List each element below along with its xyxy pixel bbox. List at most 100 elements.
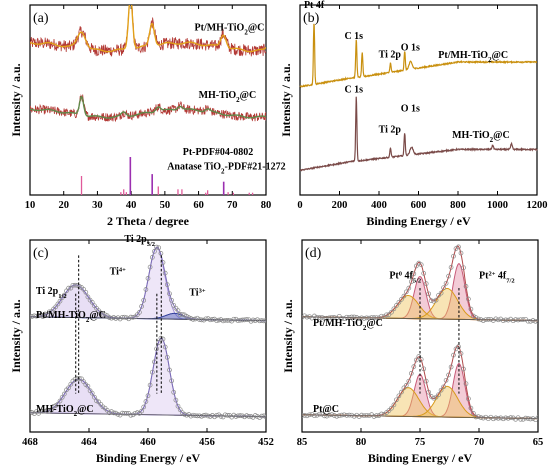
x-tick-label-d: 85 xyxy=(297,437,308,448)
data-point xyxy=(436,392,441,398)
data-point xyxy=(164,282,170,287)
data-point xyxy=(190,412,196,418)
data-point xyxy=(351,413,357,419)
x-tick-label-c: 464 xyxy=(81,437,98,448)
data-point xyxy=(261,413,266,419)
x-tick-label-c: 456 xyxy=(199,437,215,448)
data-point xyxy=(329,314,335,320)
data-point xyxy=(130,412,136,418)
data-point xyxy=(473,315,479,320)
pattern-line xyxy=(30,5,266,53)
data-point xyxy=(152,249,157,254)
data-point xyxy=(376,315,382,321)
survey-line xyxy=(299,96,538,172)
data-point xyxy=(225,318,230,323)
data-point xyxy=(441,285,446,291)
data-point xyxy=(252,318,258,323)
data-point xyxy=(167,291,172,297)
x-tick-label-c: 460 xyxy=(140,437,156,448)
pattern-line xyxy=(30,95,266,119)
x-tick-label-b: 0 xyxy=(297,200,302,211)
data-point xyxy=(493,415,499,421)
data-point xyxy=(319,314,325,320)
x-tick-label-a: 40 xyxy=(126,200,137,211)
data-point xyxy=(326,412,332,418)
data-point xyxy=(401,293,407,299)
data-point xyxy=(83,382,89,387)
data-point xyxy=(394,397,399,403)
data-point xyxy=(317,315,322,320)
data-point xyxy=(346,412,352,418)
data-point xyxy=(433,297,439,303)
data-point xyxy=(220,414,226,420)
data-point xyxy=(418,262,424,268)
data-point xyxy=(448,364,454,370)
data-point xyxy=(199,317,204,323)
data-point xyxy=(248,414,254,419)
data-point xyxy=(451,253,456,259)
data-point xyxy=(237,413,243,418)
data-point xyxy=(371,315,377,320)
data-point xyxy=(263,414,266,420)
peak-annotation: C 1s xyxy=(344,31,363,42)
data-point xyxy=(304,314,310,320)
x-tick-label-d: 80 xyxy=(356,437,367,448)
data-point xyxy=(423,281,429,286)
data-point xyxy=(326,315,332,321)
data-point xyxy=(257,415,262,420)
data-point xyxy=(515,415,521,421)
data-point xyxy=(523,316,528,322)
data-point xyxy=(216,317,222,323)
data-point xyxy=(394,303,399,308)
data-point xyxy=(314,314,320,320)
raw-pattern xyxy=(30,94,266,123)
x-axis-label-d: Binding Energy / eV xyxy=(368,451,473,465)
x-tick-label-c: 468 xyxy=(22,437,38,448)
data-point xyxy=(30,313,33,319)
x-tick-label-b: 400 xyxy=(371,200,387,211)
data-point xyxy=(480,318,486,323)
peak-annotation: C 1s xyxy=(344,84,363,95)
data-point xyxy=(480,415,486,421)
x-tick-label-b: 200 xyxy=(332,200,348,211)
data-point xyxy=(122,410,127,416)
y-axis-label-b: Intensity / a.u. xyxy=(279,63,293,136)
data-point xyxy=(141,404,147,410)
data-point xyxy=(68,285,74,291)
data-point xyxy=(528,318,533,324)
data-point xyxy=(79,285,84,290)
data-point xyxy=(418,357,424,362)
data-point xyxy=(381,412,387,417)
data-point xyxy=(408,371,414,376)
data-point xyxy=(61,391,67,397)
data-point xyxy=(68,381,74,387)
data-point xyxy=(72,282,78,288)
data-point xyxy=(96,399,102,405)
data-point xyxy=(259,318,265,323)
data-point xyxy=(64,387,69,393)
data-point xyxy=(433,394,439,400)
x-tick-label-b: 1000 xyxy=(487,200,508,211)
data-point xyxy=(94,398,99,404)
data-point xyxy=(374,315,379,321)
data-point xyxy=(443,377,449,383)
data-point xyxy=(515,317,521,323)
data-point xyxy=(391,306,397,312)
data-point xyxy=(177,312,183,317)
data-point xyxy=(304,413,310,419)
data-point xyxy=(322,315,327,321)
data-point xyxy=(498,316,504,322)
data-point xyxy=(500,318,506,323)
data-point xyxy=(413,357,419,363)
data-point xyxy=(225,412,230,418)
data-point xyxy=(369,412,374,417)
data-point xyxy=(143,287,149,292)
data-point xyxy=(483,414,489,420)
data-point xyxy=(356,414,362,419)
x-tick-label-b: 600 xyxy=(411,200,427,211)
data-point xyxy=(446,372,451,378)
data-point xyxy=(334,315,340,321)
data-point xyxy=(312,413,317,419)
data-point xyxy=(411,271,417,277)
data-point xyxy=(122,314,127,320)
